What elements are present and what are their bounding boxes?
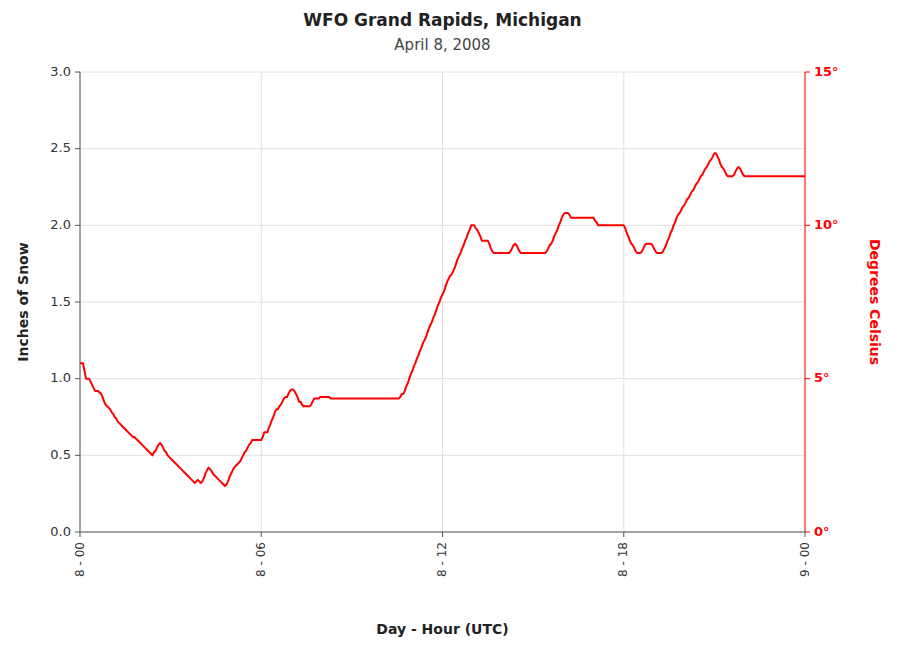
axes: [80, 72, 805, 532]
background: [0, 0, 900, 650]
y2-axis-label: Degrees Celsius: [867, 239, 883, 365]
y2-tick-label: 0°: [814, 524, 830, 539]
y-tick: [75, 532, 80, 533]
y-tick-label: 1.5: [50, 294, 71, 309]
labels: WFO Grand Rapids, Michigan April 8, 2008 D…: [15, 10, 883, 637]
x-grid-line: [805, 72, 806, 532]
chart-title: WFO Grand Rapids, Michigan: [303, 10, 581, 30]
x-axis-line: [80, 532, 805, 533]
chart-subtitle: April 8, 2008: [394, 36, 490, 54]
y2-tick-label: 5°: [814, 370, 830, 385]
y-tick-label: 0.5: [50, 447, 71, 462]
y2-tick-label: 10°: [814, 217, 839, 232]
y2-tick: [805, 225, 810, 226]
y-tick: [75, 455, 80, 456]
y-tick: [75, 225, 80, 226]
x-grid-line: [80, 72, 81, 532]
y2-tick: [805, 378, 810, 379]
x-tick: [261, 532, 262, 537]
y-tick-label: 2.5: [50, 140, 71, 155]
page-body: {"chart_data": { "type": "line", "title"…: [0, 0, 900, 650]
y-tick-label: 3.0: [50, 64, 71, 79]
x-grid-line: [623, 72, 624, 532]
y-axis-label: Inches of Snow: [15, 242, 31, 361]
y-tick: [75, 302, 80, 303]
page: Snow chart html, body { margin: 0; paddi…: [0, 0, 900, 650]
x-tick: [80, 532, 81, 537]
y-grid-line: [80, 532, 805, 533]
y-tick-label: 2.0: [50, 217, 71, 232]
y-tick: [75, 148, 80, 149]
plot-area: [80, 72, 805, 532]
y-tick: [75, 72, 80, 73]
y2-tick-label: 15°: [814, 64, 839, 79]
y2-axis-line: [805, 72, 806, 532]
grid: [80, 72, 805, 532]
x-tick: [442, 532, 443, 537]
x-axis-label: Day - Hour (UTC): [376, 621, 508, 637]
data-layer: [80, 153, 805, 486]
y2-tick: [805, 532, 810, 533]
y-tick: [75, 378, 80, 379]
x-tick-label: 8 - 12: [435, 542, 449, 577]
x-tick: [805, 532, 806, 537]
x-tick-label: 8 - 06: [254, 542, 268, 577]
y-tick-label: 1.0: [50, 370, 71, 385]
x-tick-label: 8 - 00: [73, 542, 87, 577]
x-tick: [623, 532, 624, 537]
ticks: 0.0 0.5 1.0 1.5 2.0 2.5 3.0 8 - 00 8 - 06 8 - 12 8…: [50, 64, 838, 577]
x-grid-line: [442, 72, 443, 532]
x-tick-label: 8 - 18: [616, 542, 630, 577]
x-grid-line: [261, 72, 262, 532]
y-axis-line: [80, 72, 81, 532]
y2-tick: [805, 72, 810, 73]
y-tick-label: 0.0: [50, 524, 71, 539]
x-tick-label: 9 - 00: [798, 542, 812, 577]
chart-container: 0.0 0.5 1.0 1.5 2.0 2.5 3.0 8 - 00 8 - 06 8 - 12 8…: [0, 0, 900, 650]
chart-svg: 0.0 0.5 1.0 1.5 2.0 2.5 3.0 8 - 00 8 - 06 8 - 12 8…: [0, 0, 900, 650]
snow-line: [80, 153, 805, 486]
